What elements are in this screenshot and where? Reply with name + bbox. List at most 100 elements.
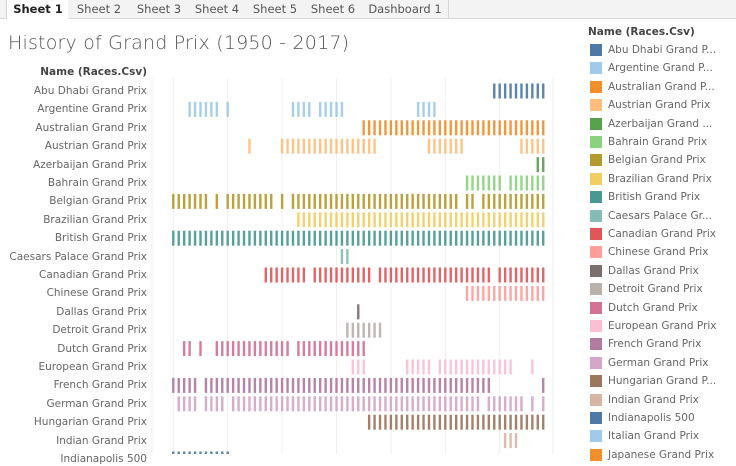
race-mark xyxy=(411,396,414,412)
race-mark xyxy=(177,193,180,209)
legend-item[interactable]: Belgian Grand Prix xyxy=(590,153,736,167)
legend-item[interactable]: Japanese Grand Prix xyxy=(590,448,736,462)
legend-item[interactable]: Indian Grand Prix xyxy=(590,393,736,407)
tab-sheet-6[interactable]: Sheet 6 xyxy=(304,0,363,18)
row-label: French Grand Prix xyxy=(53,379,147,392)
race-mark xyxy=(514,285,518,301)
legend-item[interactable]: French Grand Prix xyxy=(590,337,736,351)
race-mark xyxy=(280,193,284,209)
race-mark xyxy=(520,212,523,228)
legend-label: Dallas Grand Prix xyxy=(608,264,699,277)
race-mark xyxy=(465,396,469,412)
tab-sheet-3[interactable]: Sheet 3 xyxy=(130,0,189,18)
race-mark xyxy=(308,212,311,228)
race-mark xyxy=(324,230,327,246)
race-mark xyxy=(465,212,469,228)
tab-sheet-5[interactable]: Sheet 5 xyxy=(246,0,305,18)
race-mark xyxy=(454,396,458,412)
race-mark xyxy=(346,230,349,246)
legend-item[interactable]: Bahrain Grand Prix xyxy=(590,135,736,149)
row-label: Azerbaijan Grand Prix xyxy=(33,158,147,171)
race-mark xyxy=(482,120,485,136)
race-mark xyxy=(438,138,442,154)
legend-item[interactable]: Dutch Grand Prix xyxy=(590,301,736,315)
race-mark xyxy=(449,359,452,375)
race-mark xyxy=(498,212,501,228)
tab-sheet-2[interactable]: Sheet 2 xyxy=(68,0,131,18)
legend-item[interactable]: Chinese Grand Prix xyxy=(590,245,736,259)
legend-item[interactable]: Canadian Grand Prix xyxy=(590,227,736,241)
race-mark xyxy=(465,230,469,246)
legend-label: German Grand Prix xyxy=(608,356,709,369)
race-mark xyxy=(204,377,208,393)
race-mark xyxy=(536,212,539,228)
race-mark xyxy=(275,341,278,357)
race-mark xyxy=(204,193,208,209)
legend-item[interactable]: Detroit Grand Prix xyxy=(590,282,736,296)
race-mark xyxy=(188,230,191,246)
race-mark xyxy=(286,377,289,393)
race-mark xyxy=(509,267,512,283)
race-mark xyxy=(308,193,311,209)
race-mark xyxy=(384,193,387,209)
legend-item[interactable]: Caesars Palace Gr... xyxy=(590,209,736,223)
race-mark xyxy=(433,138,436,154)
legend-swatch xyxy=(590,338,602,351)
legend-swatch xyxy=(590,62,602,75)
legend-item[interactable]: Indianapolis 500 xyxy=(590,411,736,425)
race-mark xyxy=(525,267,529,283)
race-mark xyxy=(297,396,300,412)
race-mark xyxy=(313,267,316,283)
race-mark xyxy=(444,193,447,209)
race-mark xyxy=(280,267,284,283)
race-mark xyxy=(389,120,393,136)
race-mark xyxy=(471,285,474,301)
race-mark xyxy=(221,451,224,454)
legend-item[interactable]: Australian Grand P... xyxy=(590,80,736,94)
race-mark xyxy=(329,212,333,228)
race-mark xyxy=(297,138,300,154)
race-mark xyxy=(493,359,496,375)
race-mark xyxy=(215,377,219,393)
race-mark xyxy=(525,138,529,154)
legend-item[interactable]: Azerbaijan Grand ... xyxy=(590,117,736,131)
legend-item[interactable]: European Grand Prix xyxy=(590,319,736,333)
tab-sheet-4[interactable]: Sheet 4 xyxy=(188,0,247,18)
race-mark xyxy=(378,414,382,430)
race-mark xyxy=(248,377,251,393)
race-mark xyxy=(384,396,387,412)
race-mark xyxy=(313,230,316,246)
legend-swatch xyxy=(590,172,602,185)
race-mark xyxy=(329,193,333,209)
race-mark xyxy=(493,83,496,99)
race-mark xyxy=(215,193,219,209)
race-mark xyxy=(280,377,284,393)
race-mark xyxy=(525,175,529,191)
legend-item[interactable]: British Grand Prix xyxy=(590,190,736,204)
race-mark xyxy=(373,120,376,136)
race-mark xyxy=(378,212,382,228)
race-mark xyxy=(373,322,376,338)
legend-item[interactable]: Italian Grand Prix xyxy=(590,429,736,443)
race-mark xyxy=(536,267,539,283)
legend-item[interactable]: Hungarian Grand P... xyxy=(590,374,736,388)
legend-item[interactable]: Austrian Grand Prix xyxy=(590,98,736,112)
race-mark xyxy=(498,175,501,191)
race-mark xyxy=(362,230,365,246)
race-mark xyxy=(444,120,447,136)
tab-sheet-1[interactable]: Sheet 1 xyxy=(6,0,70,19)
legend-item[interactable]: Brazilian Grand Prix xyxy=(590,172,736,186)
legend-item[interactable]: German Grand Prix xyxy=(590,356,736,370)
race-mark xyxy=(465,120,469,136)
legend-item[interactable]: Argentine Grand P... xyxy=(590,61,736,75)
race-mark xyxy=(487,359,491,375)
race-mark xyxy=(427,212,431,228)
race-mark xyxy=(476,175,480,191)
race-mark xyxy=(215,396,219,412)
race-mark xyxy=(411,267,414,283)
legend-item[interactable]: Abu Dhabi Grand P... xyxy=(590,43,736,57)
race-mark xyxy=(514,83,518,99)
tab-dashboard-1[interactable]: Dashboard 1 xyxy=(362,0,449,18)
legend-item[interactable]: Dallas Grand Prix xyxy=(590,264,736,278)
race-mark xyxy=(400,212,403,228)
